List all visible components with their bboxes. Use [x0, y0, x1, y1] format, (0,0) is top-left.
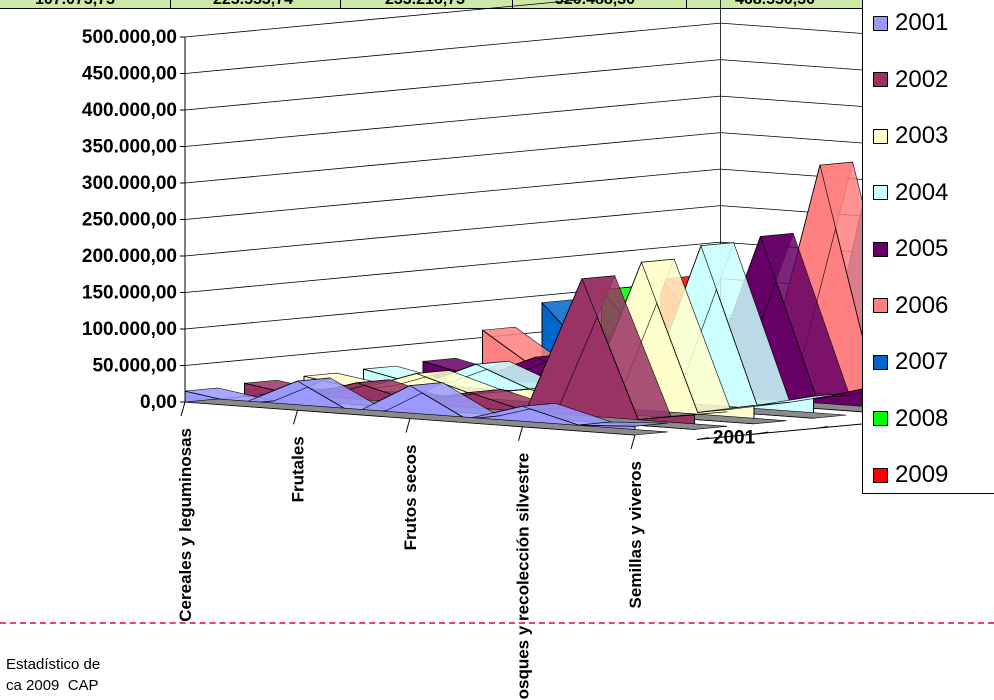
summary-cell: 468.550,30: [700, 0, 850, 8]
legend-item-2005: 2005: [873, 229, 948, 269]
x-tick: [518, 426, 523, 441]
series-area-top: [578, 421, 668, 427]
legend-item-2007: 2007: [873, 342, 948, 382]
x-tick: [630, 434, 636, 450]
legend-swatch: [873, 128, 888, 144]
legend-swatch: [873, 15, 888, 31]
legend-item-2006: 2006: [873, 286, 948, 326]
legend-swatch: [873, 185, 888, 200]
legend-swatch: [873, 241, 888, 257]
y-tick-label: 450.000,00: [82, 64, 177, 85]
legend-label: 2008: [895, 404, 949, 432]
y-axis: 0,00 50.000,00 100.000,00 150.000,00 200.000…: [82, 27, 186, 413]
y-tick-label: 400.000,00: [82, 100, 177, 121]
x-category-label: Semillas y viveros: [626, 461, 645, 608]
legend-label: 2006: [895, 291, 949, 319]
series-area-top: [697, 402, 787, 413]
legend-label: 2007: [895, 348, 949, 375]
legend-label: 2009: [895, 461, 949, 488]
legend-swatch: [873, 298, 888, 313]
series-layer: [184, 48, 994, 436]
legend-label: 2001: [895, 9, 949, 36]
x-axis: Cereales y leguminosas Frutales Frutos sec…: [176, 401, 645, 700]
legend-item-2003: 2003: [873, 116, 948, 156]
legend-item-2009: 2009: [873, 455, 948, 495]
legend-label: 2002: [895, 65, 949, 93]
y-tick-label: 100.000,00: [82, 319, 177, 340]
source-note: Estadístico de ca 2009 CAP: [6, 654, 100, 696]
summary-separator: [686, 0, 687, 8]
y-tick-label: 50.000,00: [92, 356, 177, 377]
legend-swatch: [873, 72, 888, 87]
y-tick-label: 350.000,00: [82, 137, 177, 158]
y-tick-label: 150.000,00: [82, 283, 177, 304]
summary-separator: [512, 0, 513, 8]
summary-separator: [170, 0, 171, 8]
y-tick-label: 300.000,00: [82, 173, 177, 194]
legend-item-2008: 2008: [873, 399, 948, 439]
legend-swatch: [873, 411, 888, 426]
series-floor: [184, 398, 668, 436]
y-tick-label: 0,00: [140, 392, 177, 413]
x-category-label: Frutales: [289, 436, 308, 502]
legend-item-2004: 2004: [873, 173, 948, 213]
x-category-label: Frutos secos: [401, 445, 420, 551]
y-tick-label: 250.000,00: [82, 210, 177, 231]
gridline: [184, 0, 994, 38]
summary-cell: 107.073,73: [0, 0, 150, 8]
summary-separator: [340, 0, 341, 8]
source-note-line-2: ca 2009 CAP: [6, 677, 99, 694]
legend-swatch: [873, 354, 888, 370]
legend-label: 2005: [895, 235, 949, 262]
dashed-divider: [0, 622, 994, 624]
summary-cell: 320.488,30: [520, 0, 670, 8]
legend-swatch: [873, 467, 888, 483]
summary-cell: 225.553,74: [178, 0, 328, 8]
series-area-top: [638, 411, 728, 420]
top-summary-strip: 107.073,73 225.553,74 233.216,73 320.488…: [0, 0, 862, 9]
summary-cell: 233.216,73: [350, 0, 500, 8]
legend-label: 2004: [895, 178, 949, 206]
x-category-label: Cereales y leguminosas: [176, 428, 195, 622]
x-tick: [405, 418, 411, 433]
legend-label: 2003: [895, 122, 949, 149]
x-category-label: Bosques y recolección silvestre: [514, 453, 533, 700]
series-2001: [184, 377, 668, 436]
legend-item-2001: 2001: [873, 3, 948, 43]
depth-tick-label: 2001: [713, 428, 756, 449]
legend: 2001 2002 2003 2004 2005 2006 2007 2008 2009: [862, 0, 994, 494]
source-note-line-1: Estadístico de: [6, 656, 101, 673]
y-tick-label: 500.000,00: [82, 27, 177, 48]
y-tick-label: 200.000,00: [82, 246, 177, 267]
x-tick: [293, 410, 298, 425]
x-tick: [180, 401, 186, 417]
legend-item-2002: 2002: [873, 60, 948, 100]
